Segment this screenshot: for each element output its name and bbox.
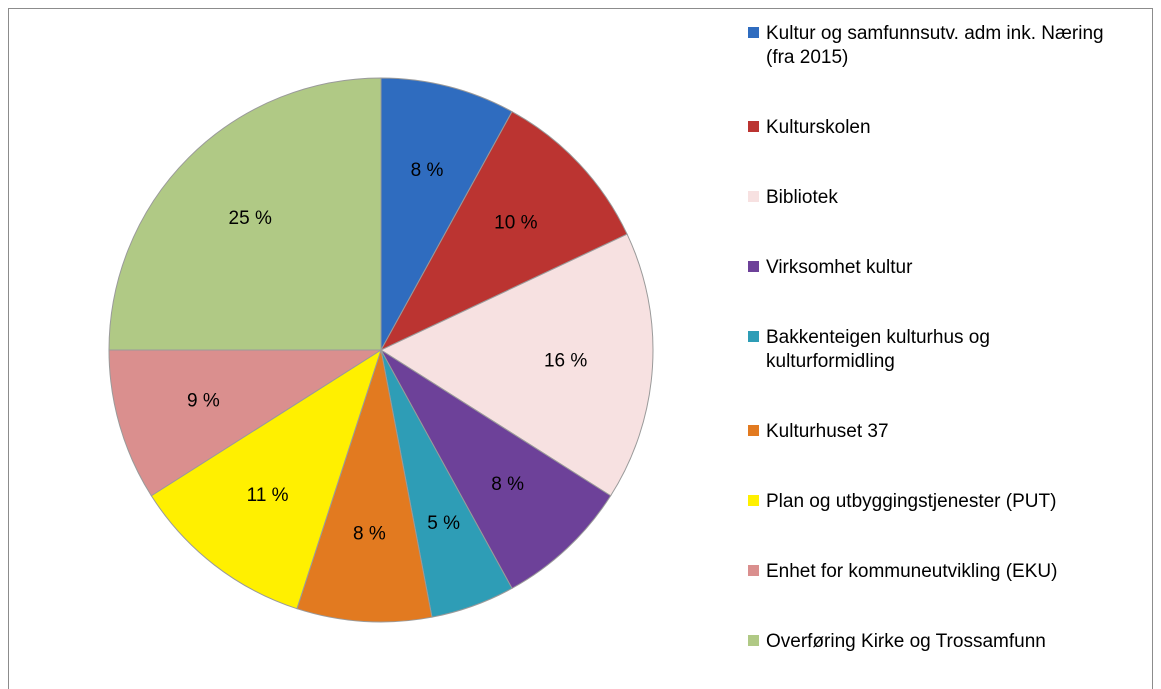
pie-slice (380, 77, 513, 351)
legend-swatch (748, 635, 759, 646)
data-label: 8 % (353, 524, 386, 545)
legend-label: Overføring Kirke og Trossamfunn (766, 631, 1046, 652)
legend-swatch (748, 565, 759, 576)
legend-item: Kulturskolen (748, 116, 1138, 140)
data-label: 16 % (544, 351, 587, 372)
legend-item: Kulturhuset 37 (748, 420, 1138, 444)
pie-slice (108, 349, 383, 497)
data-label: 11 % (247, 485, 289, 506)
legend-label: Kulturhuset 37 (766, 421, 889, 442)
data-label: 25 % (229, 208, 272, 229)
data-label: 10 % (494, 212, 537, 233)
pie-slice (379, 110, 628, 352)
chart-border (8, 8, 1153, 689)
data-label: 9 % (187, 391, 220, 412)
legend-label: Enhet for kommuneutvikling (EKU) (766, 561, 1058, 582)
legend-item: Overføring Kirke og Trossamfunn (748, 630, 1138, 654)
legend-label: Kulturskolen (766, 117, 871, 138)
legend-swatch (748, 27, 759, 38)
data-label: 8 % (491, 474, 524, 495)
legend-label: Kultur og samfunnsutv. adm ink. Næring (… (766, 23, 1104, 68)
pie-slice (150, 348, 382, 610)
legend-item: Bibliotek (748, 186, 1138, 210)
legend-swatch (748, 121, 759, 132)
pie-slice (108, 77, 382, 351)
pie-slice (296, 349, 433, 623)
legend-item: Plan og utbyggingstjenester (PUT) (748, 490, 1138, 514)
legend-swatch (748, 191, 759, 202)
legend-item: Kultur og samfunnsutv. adm ink. Næring (… (748, 22, 1138, 70)
data-label: 8 % (411, 160, 444, 181)
legend-item: Virksomhet kultur (748, 256, 1138, 280)
legend-label: Virksomhet kultur (766, 257, 913, 278)
legend-item: Enhet for kommuneutvikling (EKU) (748, 560, 1138, 584)
legend-item: Bakkenteigen kulturhus og kulturformidli… (748, 326, 1138, 374)
legend-label: Bibliotek (766, 187, 838, 208)
data-label: 5 % (427, 513, 460, 534)
legend-swatch (748, 425, 759, 436)
pie-slice (379, 233, 654, 497)
legend-label: Plan og utbyggingstjenester (PUT) (766, 491, 1057, 512)
legend-label: Bakkenteigen kulturhus og kulturformidli… (766, 327, 990, 372)
legend-swatch (748, 495, 759, 506)
legend: Kultur og samfunnsutv. adm ink. Næring (… (748, 22, 1138, 654)
legend-swatch (748, 331, 759, 342)
legend-swatch (748, 261, 759, 272)
pie-slice (380, 349, 612, 590)
